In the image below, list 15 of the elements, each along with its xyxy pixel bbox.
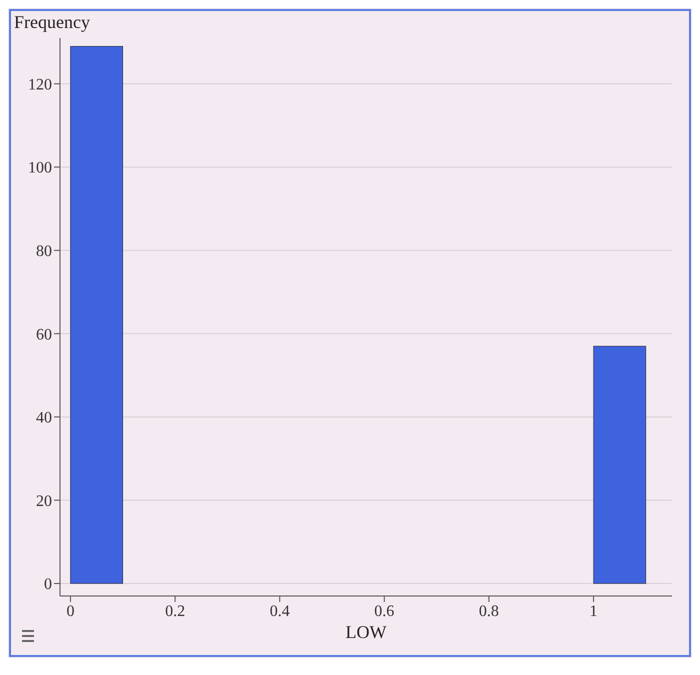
- y-tick-label: 0: [44, 576, 52, 594]
- x-axis-title: LOW: [346, 622, 386, 642]
- x-tick-label: 1: [590, 603, 598, 620]
- x-tick-label: 0.8: [478, 603, 499, 620]
- y-tick-label: 40: [36, 410, 52, 427]
- y-tick-label: 100: [28, 160, 52, 177]
- x-tick-label: 0.4: [270, 603, 290, 620]
- x-tick-label: 0: [66, 603, 74, 620]
- x-tick-label: 0.6: [374, 603, 394, 620]
- y-tick-label: 120: [28, 76, 52, 94]
- x-tick-label: 0.2: [165, 603, 186, 620]
- y-tick-label: 60: [36, 326, 52, 344]
- y-tick-label: 20: [36, 492, 52, 510]
- y-axis-title: Frequency: [14, 12, 90, 32]
- y-tick-label: 80: [36, 242, 52, 260]
